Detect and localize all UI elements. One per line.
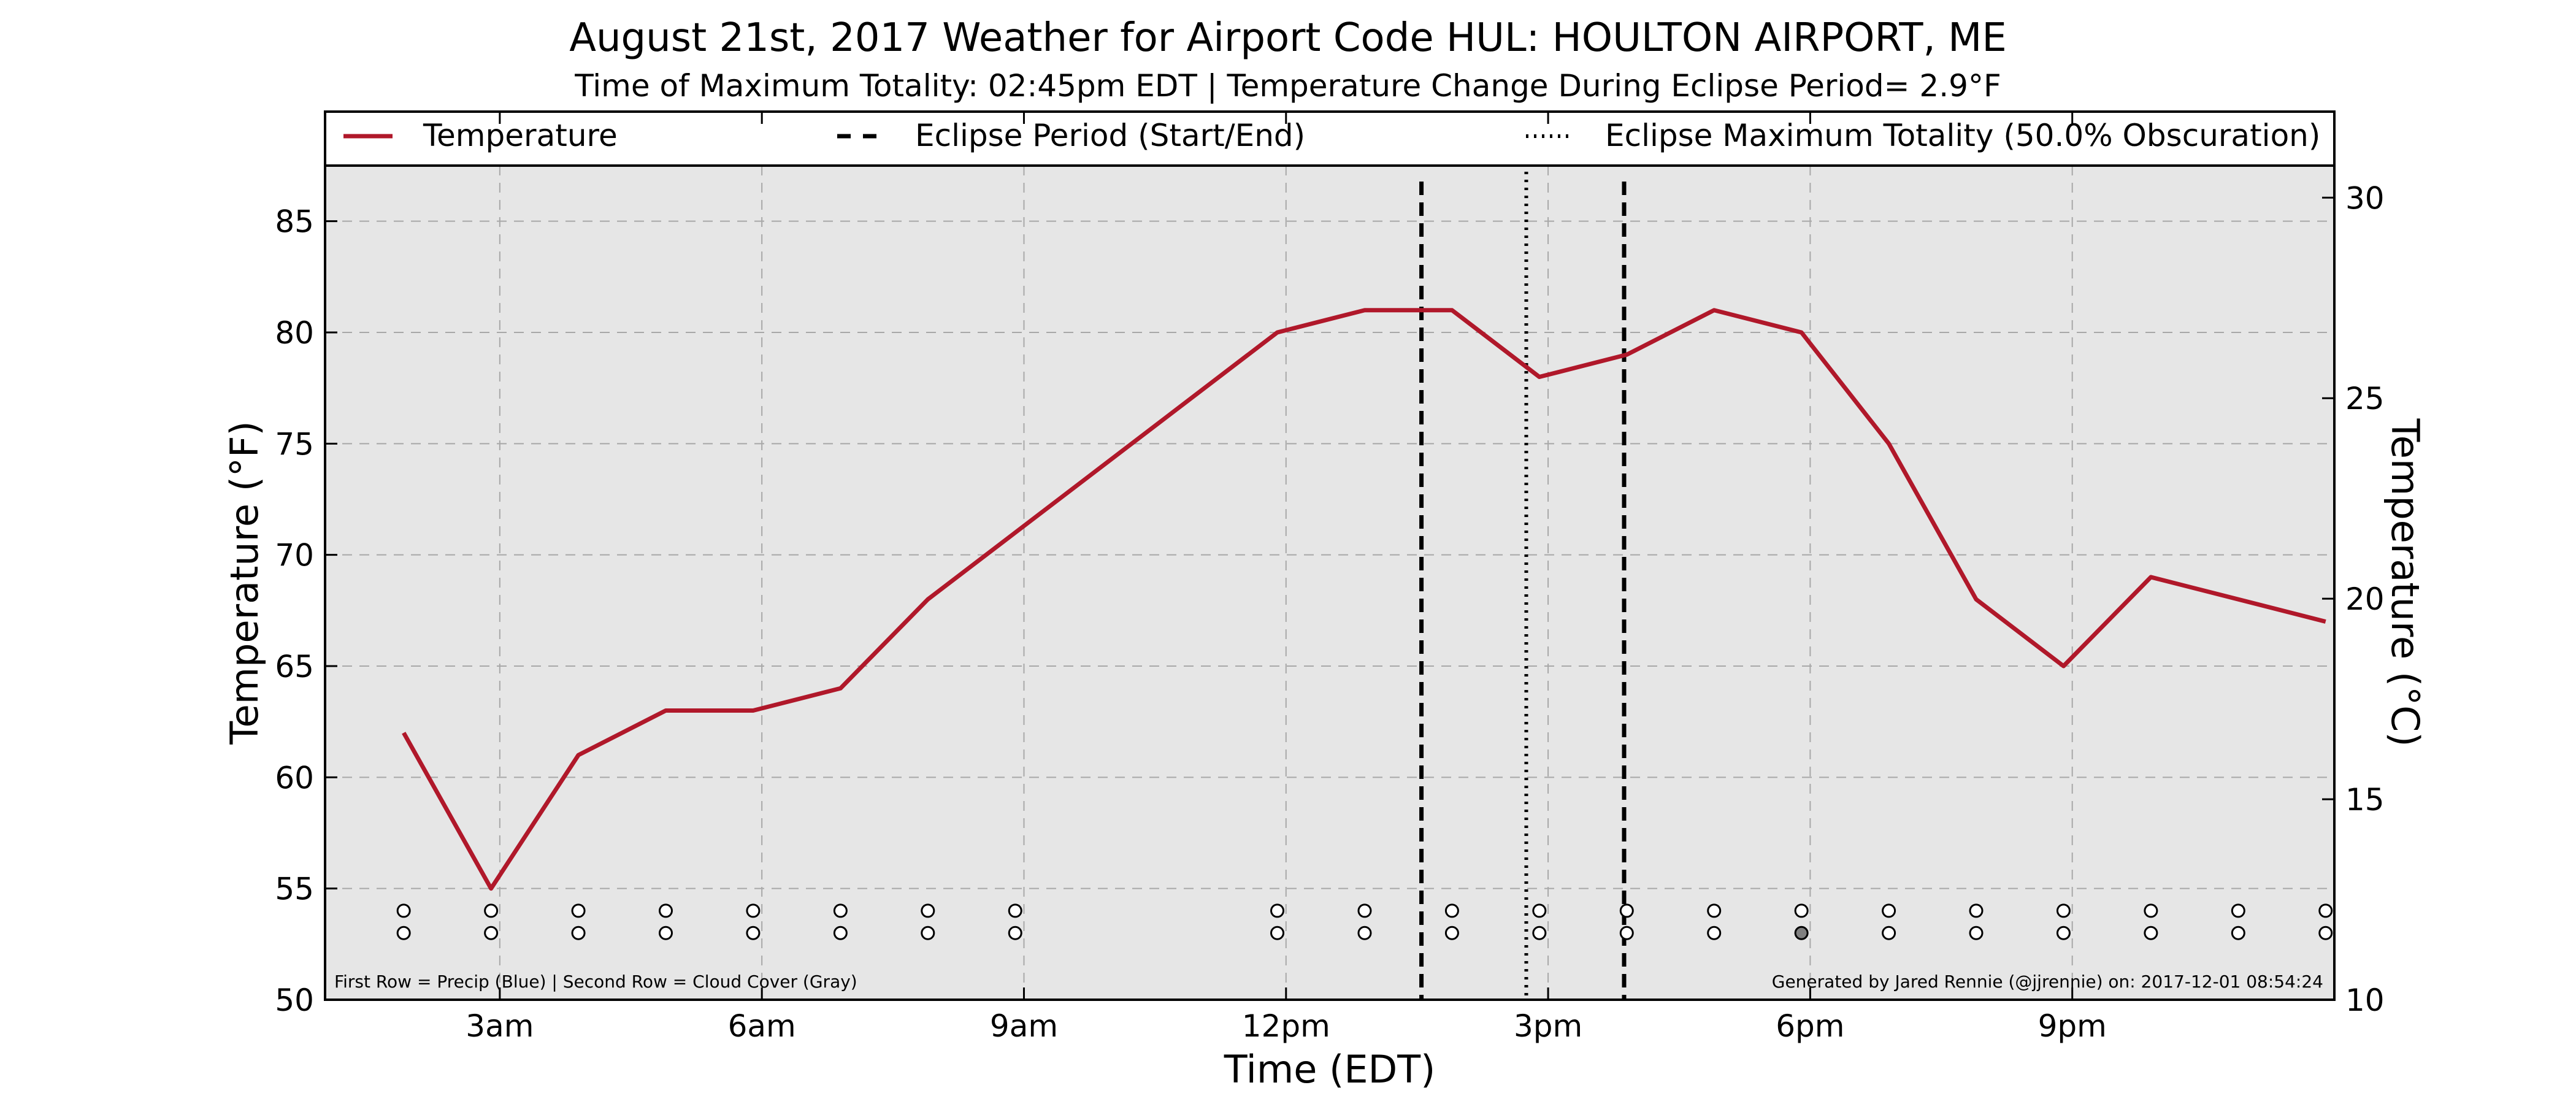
cloud-cover-marker — [1882, 926, 1896, 940]
legend-label-eclipse-period: Eclipse Period (Start/End) — [915, 118, 1305, 153]
chart-title: August 21st, 2017 Weather for Airport Co… — [569, 15, 2007, 61]
y-tick-label-left: 85 — [275, 204, 314, 240]
cloud-cover-marker — [1357, 926, 1372, 940]
x-tick-label: 9am — [990, 1008, 1058, 1044]
observation-markers — [396, 903, 2333, 940]
cloud-cover-marker — [2056, 926, 2071, 940]
cloud-cover-marker — [2318, 926, 2333, 940]
y-tick-label-left: 65 — [275, 649, 314, 684]
y-tick-label-left: 80 — [275, 315, 314, 351]
x-tick-label: 12pm — [1242, 1008, 1330, 1044]
precip-marker — [1619, 903, 1634, 918]
legend: Temperature Eclipse Period (Start/End) E… — [343, 118, 2320, 153]
y-tick-label-right: 20 — [2345, 581, 2385, 617]
y-tick-label-right: 15 — [2345, 782, 2385, 818]
y-tick-label-right: 30 — [2345, 180, 2385, 216]
precip-marker — [2144, 903, 2158, 918]
x-tick-label: 3pm — [1514, 1008, 1582, 1044]
y-tick-label-left: 70 — [275, 538, 314, 573]
cloud-cover-marker — [1794, 926, 1809, 940]
precip-marker — [484, 903, 499, 918]
y-tick-label-left: 55 — [275, 872, 314, 907]
cloud-cover-marker — [921, 926, 935, 940]
x-tick-label: 3am — [466, 1008, 534, 1044]
plot-background — [325, 166, 2334, 1000]
cloud-cover-marker — [2231, 926, 2245, 940]
cloud-cover-marker — [746, 926, 761, 940]
cloud-cover-marker — [1008, 926, 1022, 940]
precip-marker — [2231, 903, 2245, 918]
temperature-line — [402, 308, 2326, 891]
y-tick-label-right: 10 — [2345, 983, 2385, 1018]
precip-marker — [396, 903, 411, 918]
precip-marker — [1707, 903, 1722, 918]
cloud-cover-marker — [1969, 926, 1984, 940]
cloud-cover-marker — [1444, 926, 1459, 940]
y-tick-label-right: 25 — [2345, 381, 2385, 416]
precip-marker — [921, 903, 935, 918]
legend-label-temperature: Temperature — [423, 118, 618, 153]
temperature-series — [402, 308, 2326, 891]
precip-marker — [1882, 903, 1896, 918]
precip-marker — [1794, 903, 1809, 918]
y-axis-label-right: Temperature (°C) — [2383, 418, 2428, 746]
y-axis-label-left: Temperature (°F) — [222, 421, 267, 745]
legend-label-max-totality: Eclipse Maximum Totality (50.0% Obscurat… — [1605, 118, 2320, 153]
precip-marker — [833, 903, 848, 918]
cloud-cover-marker — [833, 926, 848, 940]
footnote-right: Generated by Jared Rennie (@jjrennie) on… — [1772, 972, 2323, 992]
precip-marker — [1008, 903, 1022, 918]
y-tick-label-left: 60 — [275, 760, 314, 795]
chart-subtitle: Time of Maximum Totality: 02:45pm EDT | … — [575, 68, 2001, 104]
cloud-cover-marker — [1532, 926, 1547, 940]
precip-marker — [746, 903, 761, 918]
precip-marker — [1357, 903, 1372, 918]
precip-marker — [2318, 903, 2333, 918]
precip-marker — [2056, 903, 2071, 918]
grid-lines — [325, 166, 2334, 1000]
x-tick-label: 6pm — [1776, 1008, 1844, 1044]
precip-marker — [658, 903, 673, 918]
cloud-cover-marker — [658, 926, 673, 940]
x-axis-label: Time (EDT) — [1224, 1047, 1436, 1092]
cloud-cover-marker — [396, 926, 411, 940]
x-tick-label: 6am — [728, 1008, 796, 1044]
axes: 3am 6am 9am 12pm 3pm 6pm 9pm 50 55 60 65 70 75 80 85 10… — [275, 112, 2385, 1044]
precip-marker — [1532, 903, 1547, 918]
cloud-cover-marker — [484, 926, 499, 940]
precip-marker — [1969, 903, 1984, 918]
cloud-cover-marker — [1707, 926, 1722, 940]
cloud-cover-marker — [1270, 926, 1285, 940]
precip-marker — [571, 903, 586, 918]
cloud-cover-marker — [571, 926, 586, 940]
precip-marker — [1444, 903, 1459, 918]
eclipse-lines — [1419, 172, 1627, 1000]
cloud-cover-marker — [2144, 926, 2158, 940]
cloud-cover-marker — [1619, 926, 1634, 940]
footnote-left: First Row = Precip (Blue) | Second Row =… — [334, 972, 857, 992]
y-tick-label-left: 75 — [275, 426, 314, 462]
x-tick-label: 9pm — [2038, 1008, 2107, 1044]
precip-marker — [1270, 903, 1285, 918]
y-tick-label-left: 50 — [275, 983, 314, 1018]
